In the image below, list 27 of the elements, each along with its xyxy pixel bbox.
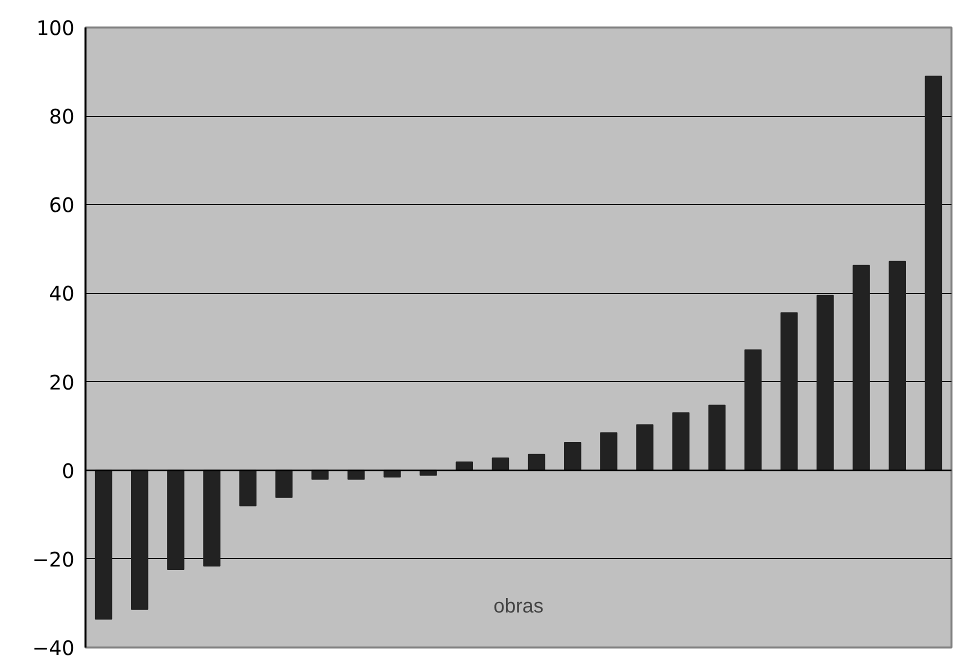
- y-tick-label: 20: [49, 370, 75, 394]
- y-tick-label: 40: [49, 282, 75, 306]
- y-tick-label: 0: [62, 458, 75, 483]
- bar: [672, 412, 690, 471]
- y-tick-label: −20: [32, 547, 75, 572]
- bar: [528, 454, 546, 471]
- y-tick-label: 80: [49, 104, 75, 129]
- bar: [780, 312, 798, 471]
- bar: [203, 470, 220, 567]
- bar: [924, 76, 942, 471]
- bar: [131, 470, 148, 610]
- x-axis-title: obras: [493, 596, 544, 618]
- bar: [744, 349, 762, 471]
- bar: [816, 294, 834, 471]
- bar: [239, 470, 256, 506]
- y-tick-label: 100: [36, 16, 75, 40]
- bar: [167, 470, 184, 570]
- bar: [600, 432, 618, 471]
- y-tick-label: −40: [32, 636, 75, 657]
- bar: [888, 260, 906, 471]
- bar: [852, 264, 870, 471]
- bar: [564, 442, 582, 471]
- bar: [94, 470, 112, 620]
- y-tick-label: 60: [49, 193, 75, 218]
- bar: [708, 404, 726, 471]
- bar: [636, 424, 654, 471]
- bar: [275, 470, 293, 498]
